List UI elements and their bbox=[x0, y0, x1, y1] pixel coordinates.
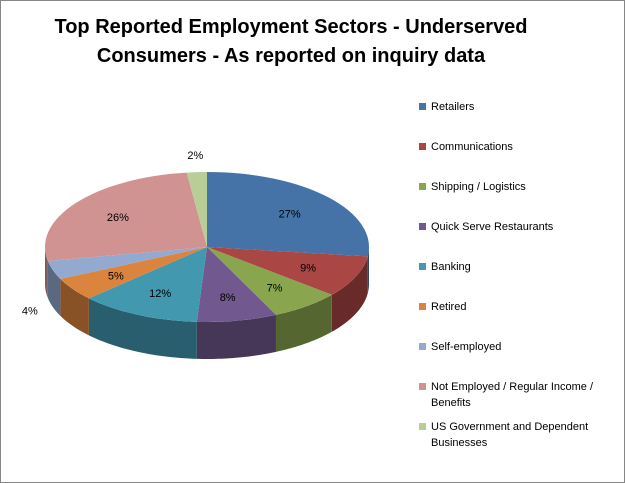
legend-item-8: Not Employed / Regular Income / Benefits bbox=[419, 379, 621, 411]
legend-label: Self-employed bbox=[431, 341, 502, 353]
legend-label: Banking bbox=[431, 261, 471, 273]
pie-side-8 bbox=[45, 247, 48, 299]
chart-title-line-2: Consumers - As reported on inquiry data bbox=[96, 45, 486, 67]
legend-item-5: Banking bbox=[419, 259, 621, 275]
data-label-1: 27% bbox=[279, 208, 301, 220]
legend-swatch bbox=[419, 103, 426, 110]
pie-side-5 bbox=[88, 298, 197, 359]
legend-swatch bbox=[419, 343, 426, 350]
legend-swatch bbox=[419, 263, 426, 270]
data-label-5: 12% bbox=[149, 288, 171, 300]
pie-side-2 bbox=[331, 256, 368, 332]
data-label-7: 4% bbox=[22, 306, 38, 318]
pie-slice-5 bbox=[88, 247, 207, 322]
chart-title: Top Reported Employment Sectors - Unders… bbox=[21, 13, 561, 71]
legend-label: Not Employed / Regular Income / Benefits bbox=[431, 381, 594, 409]
legend-label: US Government and Dependent Businesses bbox=[431, 421, 589, 449]
legend-label: Retailers bbox=[431, 101, 475, 113]
chart-title-line-1: Top Reported Employment Sectors - Unders… bbox=[54, 16, 528, 38]
data-label-6: 5% bbox=[108, 271, 124, 283]
legend-label: Quick Serve Restaurants bbox=[431, 221, 554, 233]
legend-item-7: Self-employed bbox=[419, 339, 621, 355]
data-label-4: 8% bbox=[220, 292, 236, 304]
pie-slice-4 bbox=[196, 247, 276, 322]
pie-slice-8 bbox=[45, 172, 208, 262]
legend-item-3: Shipping / Logistics bbox=[419, 179, 621, 195]
legend-swatch bbox=[419, 223, 426, 230]
pie-side-1 bbox=[367, 247, 369, 294]
legend-swatch bbox=[419, 143, 426, 150]
legend-item-6: Retired bbox=[419, 299, 621, 315]
legend-label: Communications bbox=[431, 141, 513, 153]
legend-label: Shipping / Logistics bbox=[431, 181, 526, 193]
legend-swatch bbox=[419, 303, 426, 310]
pie-slice-9 bbox=[186, 172, 207, 247]
legend-swatch bbox=[419, 383, 426, 390]
data-label-3: 7% bbox=[267, 282, 283, 294]
pie-slice-2 bbox=[207, 247, 368, 295]
pie-slice-7 bbox=[47, 247, 208, 279]
legend-swatch bbox=[419, 423, 426, 430]
data-label-8: 26% bbox=[107, 212, 129, 224]
legend-swatch bbox=[419, 183, 426, 190]
pie-slice-3 bbox=[207, 247, 332, 315]
data-label-9: 2% bbox=[187, 150, 203, 162]
legend-item-4: Quick Serve Restaurants bbox=[419, 219, 621, 235]
pie-slice-1 bbox=[207, 172, 369, 257]
data-label-2: 9% bbox=[300, 262, 316, 274]
pie-side-6 bbox=[60, 278, 89, 336]
legend-item-9: US Government and Dependent Businesses bbox=[419, 419, 621, 451]
pie-side-4 bbox=[196, 314, 276, 359]
pie-side-7 bbox=[47, 261, 61, 316]
legend-item-1: Retailers bbox=[419, 99, 621, 115]
legend-label: Retired bbox=[431, 301, 467, 313]
pie-side-3 bbox=[275, 294, 332, 352]
pie-slice-6 bbox=[60, 247, 208, 299]
legend-item-2: Communications bbox=[419, 139, 621, 155]
